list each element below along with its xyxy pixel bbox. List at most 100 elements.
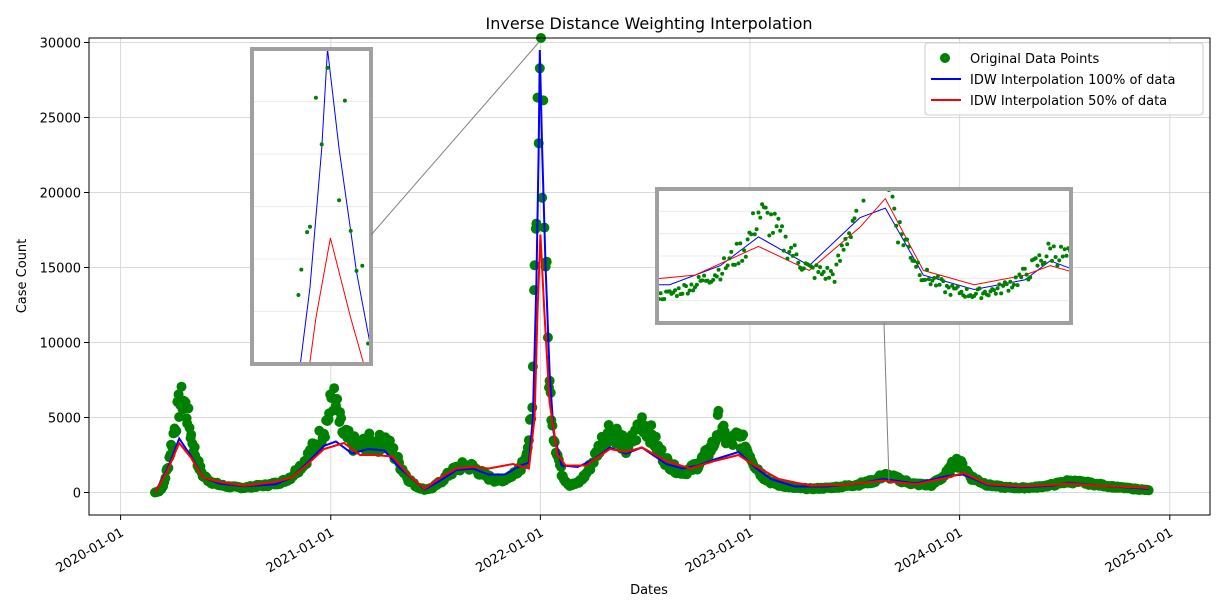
legend-label-original: Original Data Points <box>970 52 1099 67</box>
data-point <box>174 412 185 422</box>
legend: Original Data Points IDW Interpolation 1… <box>924 42 1204 116</box>
zoom-inset-2023-point <box>740 258 745 263</box>
zoom-inset-2023-point <box>732 262 737 267</box>
y-tick-label: 5000 <box>48 412 81 427</box>
zoom-inset-2023-point <box>923 277 928 282</box>
data-point <box>650 431 661 442</box>
zoom-inset-2023-point <box>745 237 750 242</box>
zoom-inset-2023-point <box>964 287 969 291</box>
zoom-inset-2023-point <box>1011 282 1016 287</box>
zoom-inset-2023-point <box>676 286 681 291</box>
zoom-inset-2023-point <box>783 234 788 239</box>
zoom-inset-2023-point <box>901 243 906 248</box>
zoom-inset-2023-point <box>1024 272 1029 277</box>
data-point <box>631 435 642 446</box>
zoom-inset-omicron-peak-point <box>348 228 353 233</box>
zoom-inset-2023-point <box>751 211 755 216</box>
inset-connector-2 <box>883 322 890 481</box>
zoom-inset-2023-frame <box>655 187 1073 325</box>
zoom-inset-2023-point <box>896 240 900 245</box>
zoom-inset-2023-point <box>1042 260 1047 265</box>
zoom-inset-2023-point <box>1004 282 1009 287</box>
zoom-inset-2023-point <box>810 265 815 270</box>
zoom-inset-2023-point <box>689 282 694 287</box>
data-point <box>529 260 540 271</box>
zoom-inset-2023-point <box>729 249 734 254</box>
zoom-inset-2023-point <box>986 293 991 298</box>
zoom-inset-2023-point <box>780 224 784 229</box>
y-axis-title: Case Count <box>15 239 30 314</box>
zoom-inset-2023-point <box>673 288 678 293</box>
zoom-inset-2023-point <box>977 286 982 291</box>
zoom-inset-2023-point <box>937 282 942 287</box>
zoom-inset-2023-point <box>963 294 967 299</box>
zoom-inset-2023-point <box>834 262 839 267</box>
zoom-inset-2023-point <box>767 233 772 238</box>
zoom-inset-omicron-peak-point <box>308 224 312 229</box>
y-tick-label: 25000 <box>40 112 81 127</box>
zoom-inset-omicron-peak <box>250 47 373 366</box>
zoom-inset-2023-point <box>941 279 946 284</box>
zoom-inset-2023-point <box>754 227 759 232</box>
zoom-inset-2023-point <box>993 291 998 296</box>
insets <box>250 42 1073 481</box>
zoom-inset-2023-point <box>727 256 732 261</box>
y-tick-label: 0 <box>73 487 81 502</box>
zoom-inset-2023-point <box>742 248 746 253</box>
zoom-inset-2023-point <box>838 258 842 263</box>
zoom-inset-2023-point <box>892 206 897 211</box>
zoom-inset-omicron-peak-point <box>342 98 347 103</box>
zoom-inset-2023-point <box>982 289 987 294</box>
zoom-inset-2023-point <box>897 220 902 225</box>
zoom-inset-2023-point <box>814 263 819 268</box>
zoom-inset-2023-point <box>743 254 748 259</box>
zoom-inset-2023-point <box>894 223 899 228</box>
zoom-inset-2023-point <box>691 288 696 293</box>
zoom-inset-2023-point <box>827 275 832 280</box>
data-point <box>556 462 567 472</box>
data-point <box>186 429 197 440</box>
zoom-inset-2023-point <box>1019 275 1024 280</box>
zoom-inset-2023-point <box>756 210 761 215</box>
zoom-inset-2023-point <box>934 283 938 288</box>
zoom-inset-2023-point <box>1006 288 1011 293</box>
zoom-inset-2023-point <box>832 279 837 284</box>
plot-points <box>150 33 1154 498</box>
zoom-inset-2023-point <box>854 208 859 213</box>
zoom-inset-2023-point <box>1064 253 1069 258</box>
zoom-inset-2023-point <box>792 243 797 248</box>
zoom-inset-omicron-peak-point <box>360 263 365 268</box>
zoom-inset-2023-point <box>828 269 833 273</box>
zoom-inset-2023-point <box>725 263 730 268</box>
zoom-inset-2023-point <box>928 282 933 287</box>
zoom-inset-2023-point <box>816 270 821 274</box>
zoom-inset-2023-point <box>979 296 984 301</box>
zoom-inset-2023-point <box>718 277 723 282</box>
zoom-inset-2023-point <box>1013 275 1018 280</box>
zoom-inset-2023-point <box>801 266 806 271</box>
zoom-inset-2023-point <box>760 202 765 207</box>
zoom-inset-2023-point <box>847 231 852 236</box>
zoom-inset-omicron-peak-point <box>313 95 318 100</box>
zoom-inset-2023-point <box>736 261 741 266</box>
zoom-inset-2023-point <box>926 277 931 282</box>
data-point <box>388 443 399 453</box>
zoom-inset-2023-point <box>1033 256 1038 261</box>
zoom-inset-2023-point <box>1037 253 1042 258</box>
data-point <box>656 444 667 455</box>
zoom-inset-2023-point <box>771 230 775 235</box>
zoom-inset-2023-point <box>1059 244 1063 249</box>
zoom-inset-2023-content <box>657 189 1071 303</box>
zoom-inset-2023-point <box>1057 258 1062 263</box>
data-point <box>738 429 749 440</box>
zoom-inset-2023-point <box>781 248 786 253</box>
zoom-inset-omicron-peak-idw-100-line <box>299 49 371 364</box>
zoom-inset-2023-point <box>794 252 799 257</box>
zoom-inset-2023-point <box>1044 254 1049 259</box>
y-tick-label: 20000 <box>40 187 81 202</box>
zoom-inset-2023-point <box>702 273 707 278</box>
y-tick-label: 15000 <box>40 262 81 277</box>
zoom-inset-2023-point <box>948 292 953 297</box>
zoom-inset-2023-point <box>845 242 850 247</box>
